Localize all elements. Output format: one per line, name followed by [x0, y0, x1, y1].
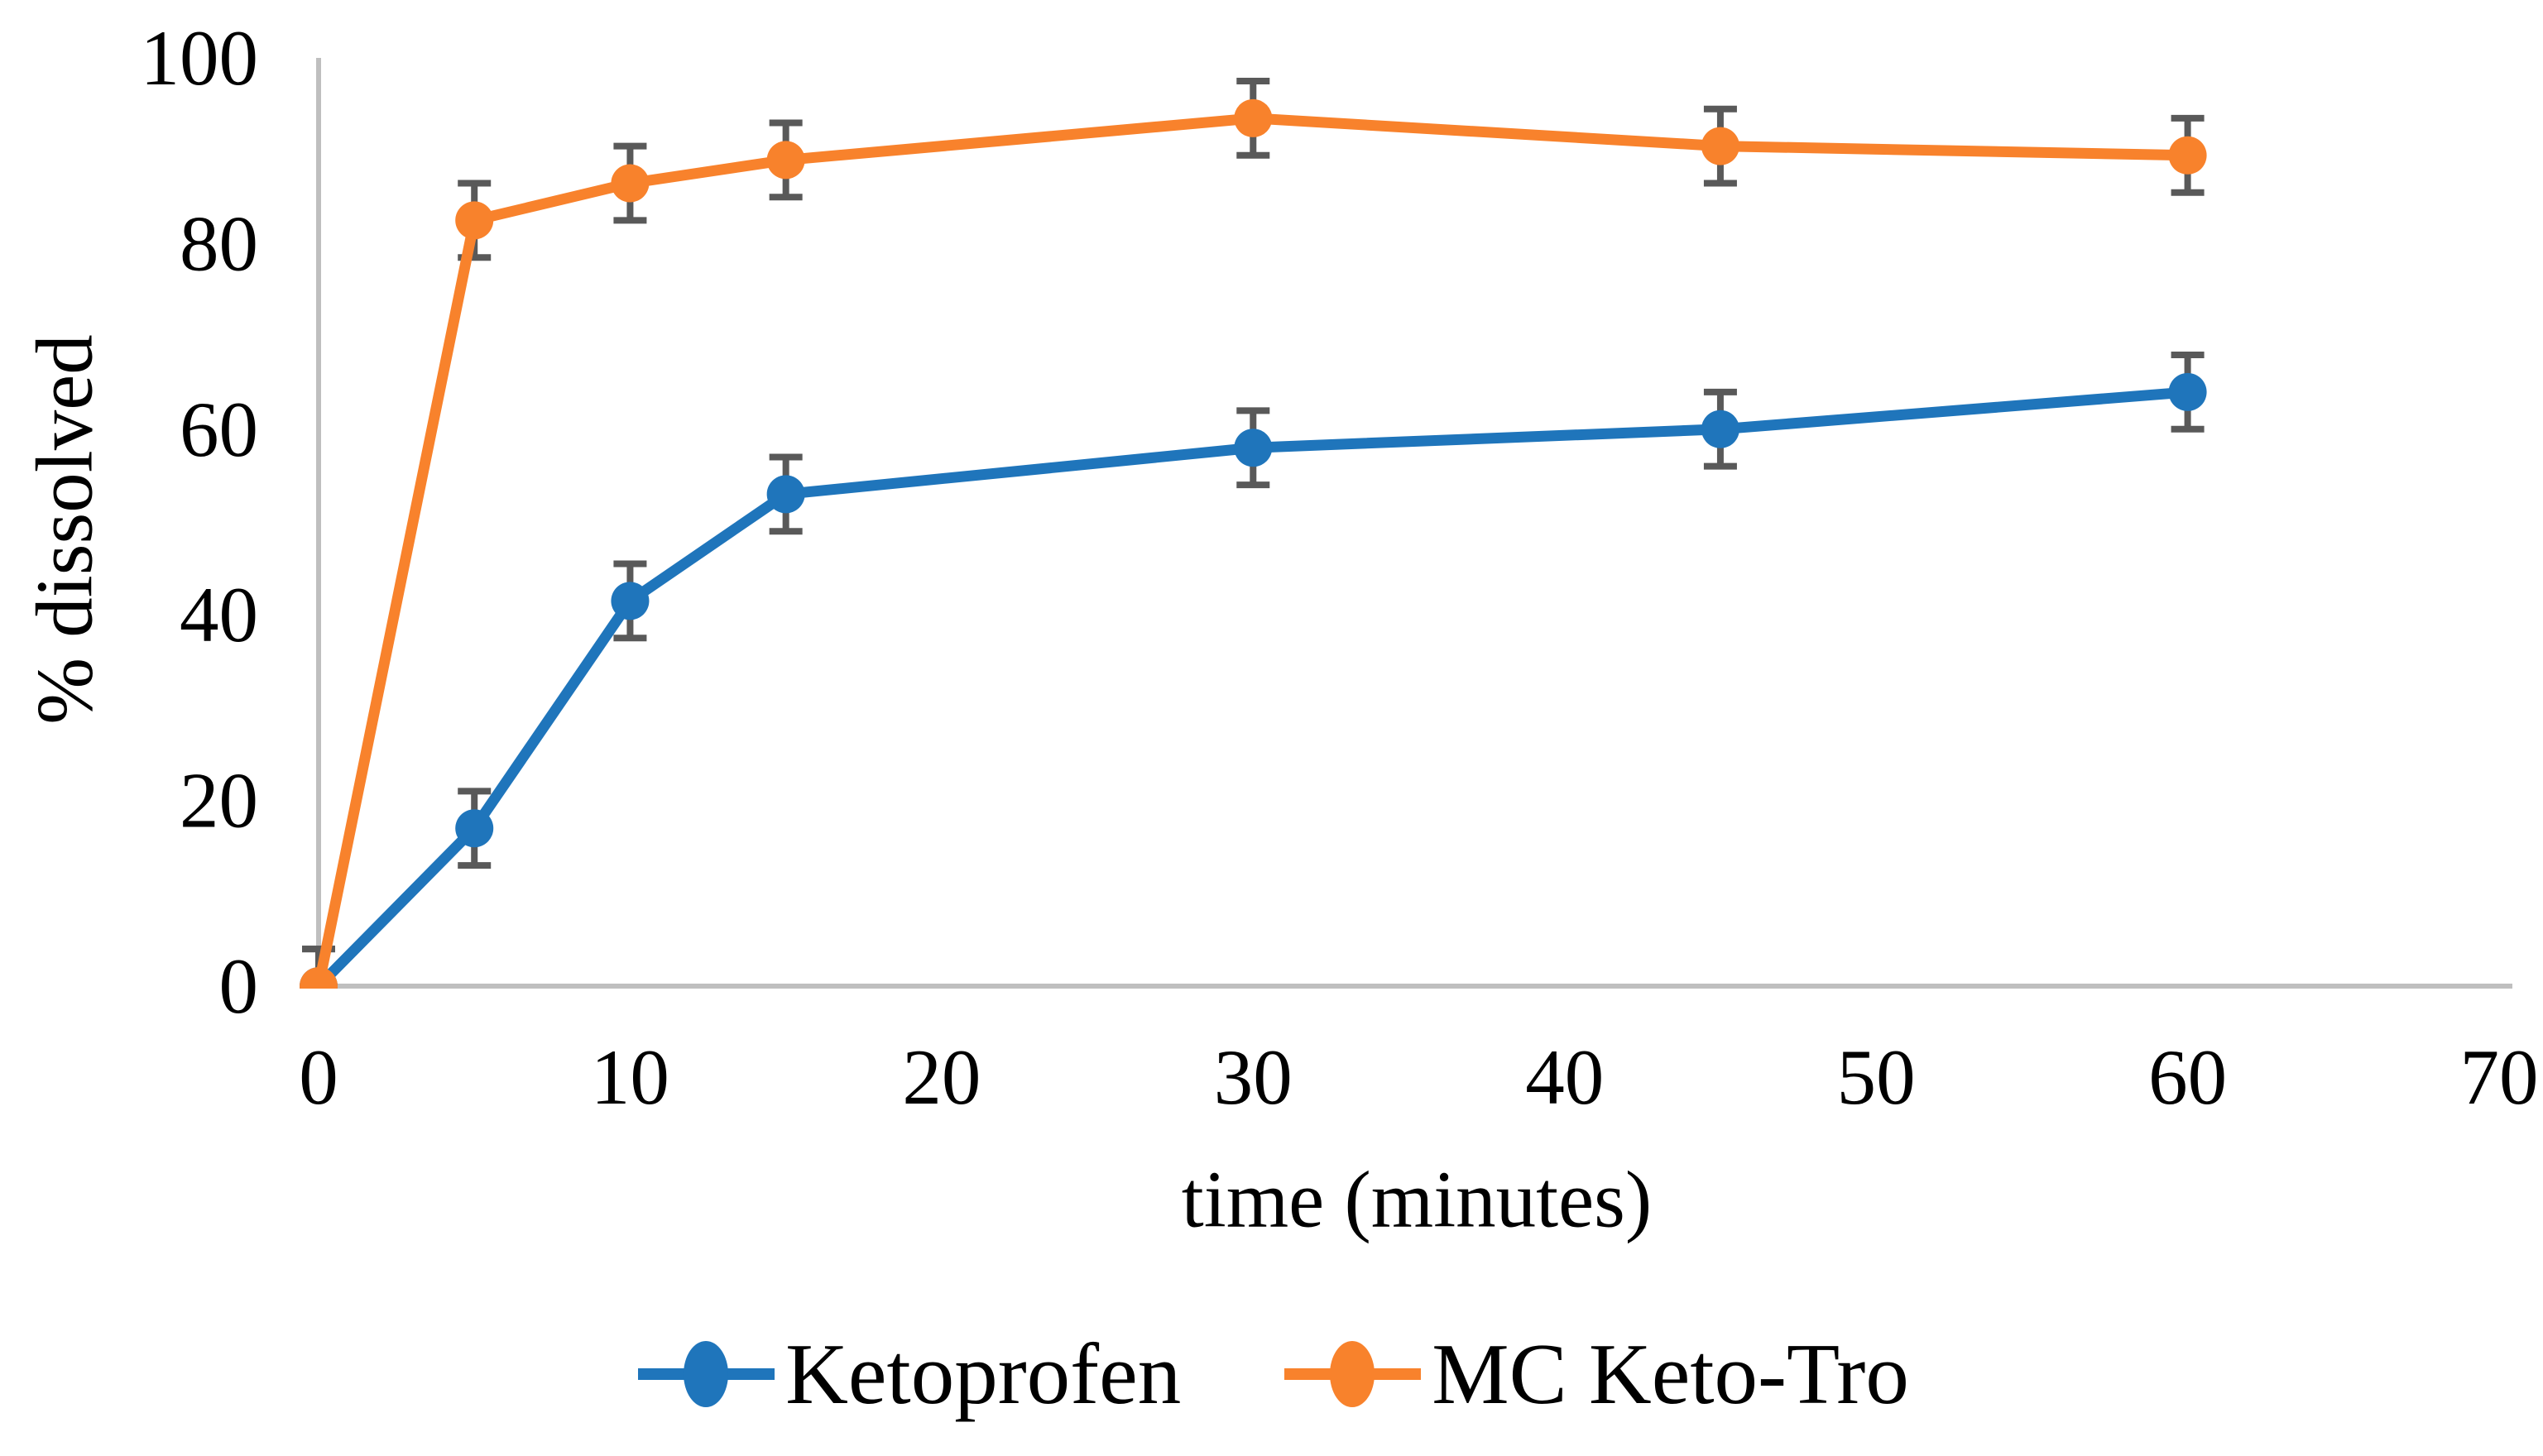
- data-point: [2168, 136, 2207, 175]
- data-point: [1234, 429, 1273, 467]
- data-point: [766, 475, 805, 514]
- y-tick-label: 80: [180, 199, 258, 287]
- data-point: [611, 582, 650, 620]
- series-line: [313, 113, 2194, 989]
- x-tick-label: 10: [591, 1033, 669, 1121]
- x-tick-label: 30: [1214, 1033, 1293, 1121]
- series-ketoprofen: [300, 352, 2207, 989]
- x-tick-label: 60: [2148, 1033, 2227, 1121]
- legend-item-ketoprofen: Ketoprofen: [634, 1324, 1181, 1424]
- data-point: [766, 141, 805, 180]
- x-tick-label: 70: [2460, 1033, 2539, 1121]
- legend-item-mc-keto-tro: MC Keto-Tro: [1280, 1324, 1909, 1424]
- y-tick-label: 100: [141, 14, 259, 102]
- data-point: [455, 809, 494, 848]
- data-point: [2168, 372, 2207, 411]
- y-tick-label: 0: [219, 942, 259, 1030]
- legend-label-ketoprofen: Ketoprofen: [785, 1325, 1182, 1422]
- data-point: [1701, 410, 1739, 448]
- x-axis-title: time (minutes): [1181, 1155, 1653, 1244]
- series-mc-keto-tro: [300, 78, 2207, 989]
- x-tick-label: 40: [1525, 1033, 1604, 1121]
- legend: Ketoprofen MC Keto-Tro: [0, 1324, 2543, 1424]
- y-tick-label: 40: [180, 571, 258, 659]
- y-axis-title: % dissolved: [20, 334, 109, 725]
- x-tick-label: 20: [902, 1033, 981, 1121]
- data-point: [455, 201, 494, 240]
- data-point: [300, 967, 338, 989]
- x-tick-label: 50: [1837, 1033, 1916, 1121]
- y-tick-label: 60: [180, 386, 258, 473]
- legend-marker-ketoprofen-icon: [638, 1340, 775, 1407]
- legend-marker-mc-keto-tro-icon: [1284, 1340, 1422, 1407]
- x-tick-label: 0: [299, 1033, 338, 1121]
- data-point: [611, 164, 650, 203]
- legend-label-mc-keto-tro: MC Keto-Tro: [1432, 1325, 1909, 1422]
- y-tick-label: 20: [180, 757, 258, 845]
- data-point: [1701, 127, 1739, 165]
- data-point: [1234, 98, 1273, 137]
